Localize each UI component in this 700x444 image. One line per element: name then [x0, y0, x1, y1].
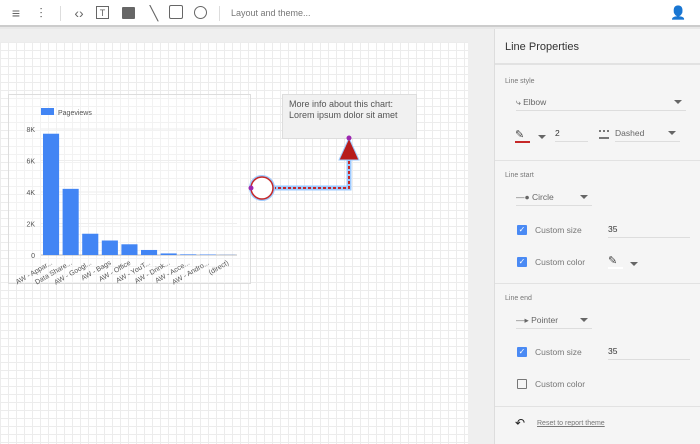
text-box[interactable]: More info about this chart: Lorem ipsum …	[282, 94, 417, 139]
layout-and-theme-button[interactable]: Layout and theme...	[231, 8, 311, 18]
start-custom-color-checkbox[interactable]: ✓	[517, 257, 527, 267]
start-custom-size-label: Custom size	[535, 225, 582, 235]
undo-icon: ↶	[515, 416, 526, 430]
line-weight-input[interactable]: 2	[555, 128, 588, 142]
line-color-pencil-icon[interactable]: ✎	[515, 129, 530, 143]
elbow-icon: ⤷	[516, 97, 524, 107]
start-color-pencil-icon[interactable]: ✎	[608, 255, 623, 269]
text-icon[interactable]: T	[96, 6, 109, 19]
divider	[495, 160, 700, 161]
y-tick-label: 4K	[26, 190, 35, 197]
end-custom-color-label: Custom color	[535, 379, 586, 389]
line-start-value: Circle	[532, 192, 554, 202]
line-start-label: Line start	[505, 172, 534, 179]
start-custom-color-label: Custom color	[535, 257, 586, 267]
legend-label: Pageviews	[58, 110, 92, 117]
note-line-1: More info about this chart:	[289, 99, 394, 109]
end-custom-size-label: Custom size	[535, 347, 582, 357]
note-line-2: Lorem ipsum dolor sit amet	[289, 110, 398, 120]
embed-code-icon[interactable]: ‹›	[74, 5, 84, 21]
dashed-line	[273, 160, 350, 189]
end-custom-size-checkbox[interactable]: ✓	[517, 347, 527, 357]
bar[interactable]	[62, 188, 79, 255]
line-icon[interactable]: ╲	[149, 5, 159, 21]
line-end-select[interactable]: —▸ Pointer	[516, 313, 592, 329]
bar[interactable]	[101, 240, 118, 255]
bar[interactable]	[160, 253, 177, 255]
divider	[60, 6, 61, 21]
bar[interactable]	[121, 244, 138, 255]
bar-chart[interactable]: Pageviews 0 2K 4K 6K 8K AW - Appar... Data Sha…	[8, 94, 251, 287]
bar[interactable]	[43, 133, 60, 255]
line-dash-icon	[599, 130, 609, 139]
end-custom-color-checkbox[interactable]	[517, 379, 527, 389]
bar[interactable]	[141, 249, 158, 255]
line-start-circle	[250, 176, 274, 200]
data-control-icon[interactable]: ⫶	[39, 5, 43, 21]
start-size-input[interactable]: 35	[608, 224, 690, 238]
bar[interactable]	[82, 233, 99, 255]
bar[interactable]	[180, 254, 197, 255]
elbow-line-shape[interactable]	[0, 42, 468, 444]
circle-icon[interactable]	[194, 6, 207, 19]
y-tick-label: 8K	[26, 127, 35, 134]
pointer-end-icon: —▸	[516, 315, 532, 325]
line-color-dropdown[interactable]	[538, 135, 546, 139]
line-end-value: Pointer	[531, 315, 559, 325]
reset-to-report-theme-link[interactable]: Reset to report theme	[537, 420, 605, 427]
report-page[interactable]: Pageviews 0 2K 4K 6K 8K AW - Appar... Data Sha…	[0, 42, 468, 444]
divider	[495, 406, 700, 407]
line-type-select[interactable]: ⤷ Elbow	[516, 95, 686, 111]
end-handle[interactable]	[346, 135, 352, 141]
y-tick-label: 2K	[26, 222, 35, 229]
start-handle[interactable]	[248, 185, 254, 191]
toolbar: ≡ ⫶ ‹› T ╲ Layout and theme... 👤	[0, 0, 700, 27]
add-person-icon[interactable]: 👤	[670, 5, 687, 20]
start-color-dropdown[interactable]	[630, 262, 638, 266]
start-custom-size-checkbox[interactable]: ✓	[517, 225, 527, 235]
panel-title: Line Properties	[505, 41, 579, 53]
line-style-label: Line style	[505, 78, 535, 85]
line-dash-value: Dashed	[615, 128, 645, 138]
rectangle-icon[interactable]	[169, 5, 183, 19]
y-tick-label: 6K	[26, 159, 35, 166]
line-properties-panel: Line Properties Line style ⤷ Elbow ✎ 2 D…	[494, 29, 700, 444]
end-size-input[interactable]: 35	[608, 346, 690, 360]
divider	[495, 63, 700, 65]
legend-swatch	[41, 108, 54, 115]
line-end-label: Line end	[505, 295, 532, 302]
y-tick-label: 0	[31, 253, 35, 260]
image-icon[interactable]	[122, 7, 135, 19]
line-type-value: Elbow	[523, 97, 547, 107]
selection-halo	[273, 160, 352, 191]
divider	[219, 6, 220, 21]
canvas-workspace: Pageviews 0 2K 4K 6K 8K AW - Appar... Data Sha…	[0, 29, 494, 444]
filter-icon[interactable]: ≡	[11, 5, 21, 21]
line-start-select[interactable]: —● Circle	[516, 190, 592, 206]
line-end-pointer	[338, 136, 360, 161]
divider	[495, 283, 700, 284]
circle-end-icon: —●	[516, 192, 532, 202]
line-dash-select[interactable]: Dashed	[615, 126, 680, 142]
